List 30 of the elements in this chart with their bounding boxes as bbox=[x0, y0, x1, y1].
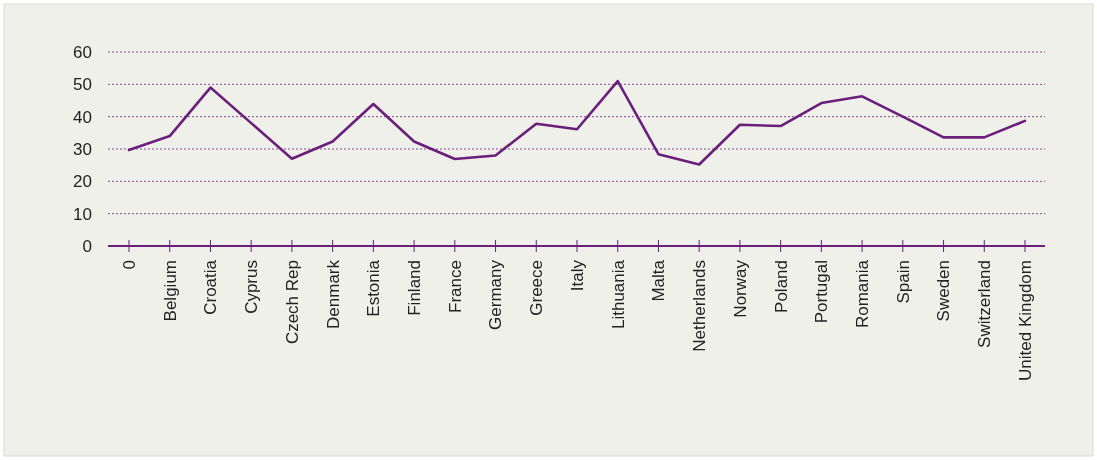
y-tick-label: 0 bbox=[82, 236, 92, 256]
y-tick-label: 30 bbox=[73, 139, 92, 159]
x-tick-label: Czech Rep bbox=[282, 260, 302, 345]
x-tick-label: United Kingdom bbox=[1015, 260, 1035, 381]
y-tick-label: 10 bbox=[73, 204, 92, 224]
x-tick-label: Poland bbox=[771, 260, 791, 313]
x-tick-label: Italy bbox=[567, 259, 587, 292]
x-tick-label: Romania bbox=[853, 259, 873, 329]
x-tick-label: Sweden bbox=[934, 260, 954, 322]
y-tick-label: 60 bbox=[73, 42, 92, 62]
x-tick-label: Portugal bbox=[812, 260, 832, 324]
y-tick-label: 40 bbox=[73, 107, 92, 127]
x-tick-label: Spain bbox=[893, 260, 913, 304]
x-tick-label: Belgium bbox=[160, 260, 180, 322]
x-tick-label: Malta bbox=[649, 259, 669, 302]
x-tick-label: Greece bbox=[527, 260, 547, 316]
x-tick-label: Germany bbox=[486, 259, 506, 330]
x-tick-label: Estonia bbox=[364, 259, 384, 317]
x-tick-label: Cyprus bbox=[242, 260, 262, 314]
x-tick-label: 0 bbox=[119, 260, 139, 270]
x-tick-label: Lithuania bbox=[608, 259, 628, 330]
x-tick-label: Netherlands bbox=[690, 260, 710, 352]
x-tick-label: Denmark bbox=[323, 259, 343, 329]
x-tick-label: Finland bbox=[405, 260, 425, 316]
x-tick-label: Norway bbox=[730, 259, 750, 318]
x-tick-label: France bbox=[445, 260, 465, 313]
x-tick-label: Croatia bbox=[201, 259, 221, 315]
x-tick-label: Switzerland bbox=[975, 260, 995, 348]
y-tick-label: 50 bbox=[73, 75, 92, 95]
y-tick-label: 20 bbox=[73, 172, 92, 192]
